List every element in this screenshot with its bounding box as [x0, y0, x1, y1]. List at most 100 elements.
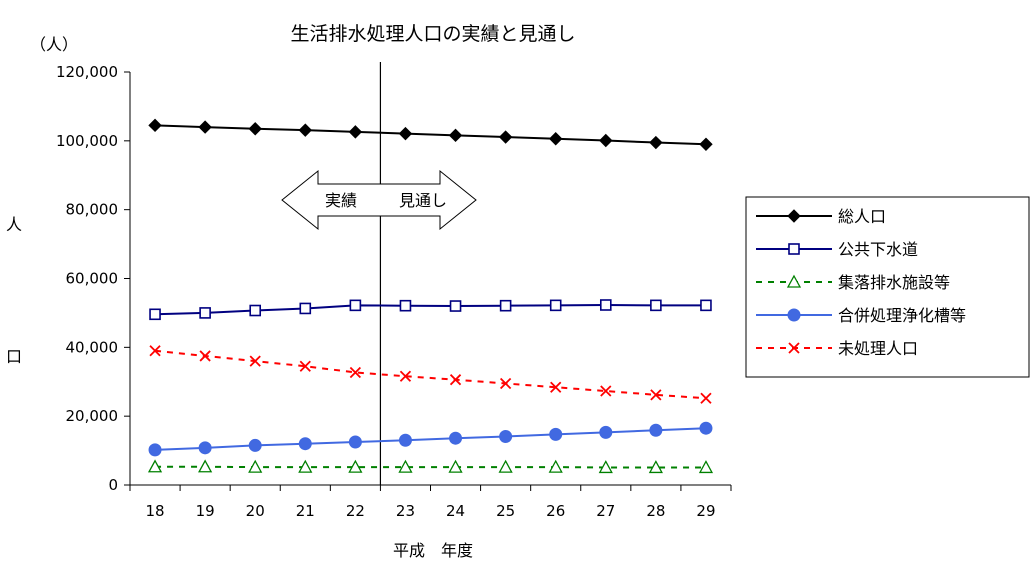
data-point [248, 122, 262, 136]
y-tick-label: 20,000 [66, 407, 119, 425]
data-point [650, 299, 662, 312]
data-point [398, 126, 413, 141]
data-point [298, 437, 312, 451]
data-point [198, 441, 212, 455]
data-point [298, 459, 313, 473]
data-point [700, 299, 712, 312]
period-arrow-shape [281, 169, 477, 231]
data-point [449, 374, 462, 386]
y-tick-label: 0 [108, 476, 118, 494]
data-point [649, 423, 663, 437]
data-point [149, 308, 161, 321]
x-tick-label: 24 [446, 502, 465, 520]
data-point [499, 299, 512, 312]
x-tick-label: 19 [196, 502, 215, 520]
data-point [548, 459, 563, 473]
data-point [349, 299, 362, 312]
data-point [449, 431, 463, 445]
series-line [155, 427, 706, 451]
x-tick-label: 25 [496, 502, 515, 520]
x-tick-label: 22 [346, 502, 365, 520]
data-point [298, 123, 312, 137]
legend-marker [788, 243, 800, 255]
data-point [198, 120, 212, 134]
y-tick-label: 100,000 [56, 132, 118, 150]
data-point [598, 460, 613, 474]
y-axis-label-2: 口 [6, 347, 22, 366]
legend-marker [787, 209, 801, 223]
annotation-actual: 実績 [325, 191, 357, 210]
data-point [599, 299, 612, 311]
series-2 [147, 459, 714, 474]
data-point [148, 118, 162, 133]
data-point [299, 302, 312, 315]
chart-title: 生活排水処理人口の実績と見通し [290, 23, 575, 45]
data-point [399, 370, 412, 382]
series-0 [148, 118, 713, 151]
data-point [699, 421, 713, 435]
data-point [599, 133, 613, 148]
data-point [700, 392, 712, 404]
data-point [499, 429, 513, 443]
data-point [649, 135, 663, 150]
series-1 [149, 299, 712, 321]
data-point [148, 443, 162, 457]
x-tick-label: 20 [246, 502, 265, 520]
legend-label: 合併処理浄化槽等 [838, 306, 966, 325]
data-point [349, 366, 362, 379]
data-point [448, 459, 463, 473]
data-point [248, 459, 263, 473]
period-arrow: 実績 見通し [281, 169, 477, 231]
legend-label: 総人口 [838, 207, 886, 226]
data-point [398, 433, 412, 447]
data-point [399, 299, 412, 312]
data-point [348, 435, 362, 449]
legend-marker [786, 274, 802, 288]
series-line [154, 349, 707, 400]
data-point [549, 427, 563, 441]
data-point [348, 125, 363, 139]
x-tick-label: 18 [145, 502, 164, 520]
series-line [155, 465, 706, 469]
x-tick-label: 26 [546, 502, 565, 520]
legend-marker [788, 342, 800, 354]
series-line [155, 124, 706, 146]
x-tick-label: 27 [596, 502, 615, 520]
data-point [147, 459, 163, 473]
data-point [149, 345, 161, 357]
legend-label: 公共下水道 [838, 240, 918, 259]
y-tick-label: 60,000 [66, 270, 119, 288]
legend-label: 集落排水施設等 [838, 273, 950, 292]
x-axis-label: 平成 年度 [393, 541, 473, 560]
y-tick-label: 40,000 [66, 338, 119, 356]
series-line [155, 304, 706, 316]
y-tick-label: 120,000 [56, 63, 118, 81]
annotation-forecast: 見通し [399, 191, 447, 210]
data-point [498, 130, 513, 144]
data-point [599, 425, 613, 439]
data-point [449, 300, 462, 312]
data-point [348, 459, 363, 473]
x-tick-label: 21 [296, 502, 315, 520]
data-point [698, 460, 714, 474]
data-point [498, 459, 513, 473]
x-tick-label: 28 [646, 502, 665, 520]
data-point [549, 132, 563, 146]
data-point [650, 389, 662, 401]
data-point [600, 385, 612, 397]
data-point [448, 128, 463, 143]
data-point [199, 307, 211, 319]
y-axis-label-1: 人 [6, 215, 22, 234]
legend-label: 未処理人口 [838, 339, 918, 358]
y-unit-label: （人） [30, 35, 78, 54]
series-3 [148, 421, 713, 457]
data-point [249, 355, 261, 367]
data-point [299, 360, 311, 372]
data-point [398, 459, 413, 473]
data-point [499, 377, 512, 390]
data-point [648, 460, 663, 474]
data-point [550, 381, 562, 393]
data-point [199, 350, 211, 362]
